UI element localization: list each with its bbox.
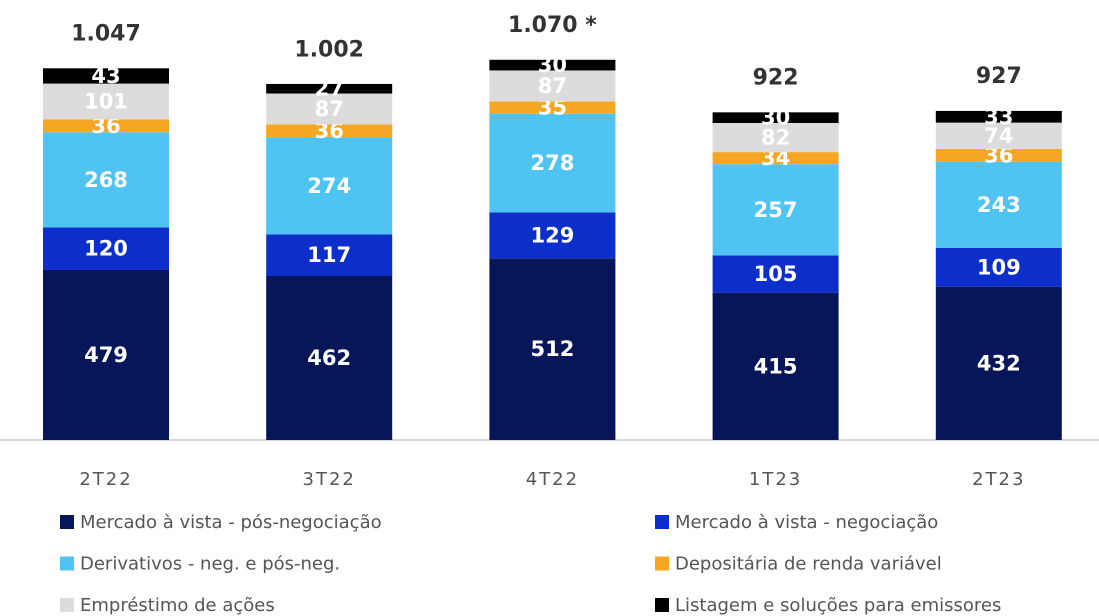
bar-segment: [489, 101, 616, 114]
x-tick-label: 1T23: [749, 469, 802, 490]
bar-segment: [489, 113, 616, 213]
legend-swatch: [60, 556, 74, 571]
bar-segment: [43, 83, 169, 120]
legend-swatch: [655, 556, 669, 571]
bar-segment: [712, 292, 839, 440]
segment-label: 109: [977, 255, 1021, 279]
bar-segment: [712, 112, 839, 123]
bar-segment: [935, 161, 1062, 248]
segment-label: 120: [84, 237, 128, 261]
legend-label: Derivativos - neg. e pós-neg.: [80, 554, 340, 575]
bar-segment: [935, 286, 1062, 440]
legend-swatch: [60, 598, 74, 612]
legend-swatch: [60, 515, 74, 529]
segment-label: 33: [984, 105, 1013, 129]
segment-label: 117: [307, 243, 351, 267]
bar-segment: [266, 124, 393, 138]
bar-segment: [266, 93, 393, 125]
bar-segment: [489, 212, 616, 259]
segment-label: 274: [307, 174, 351, 198]
segment-label: 43: [91, 64, 120, 88]
legend-swatch: [655, 515, 669, 529]
total-label: 922: [753, 66, 799, 91]
segment-label: 462: [307, 346, 351, 370]
segment-label: 268: [84, 168, 128, 192]
segment-label: 432: [977, 351, 1021, 375]
segment-label: 479: [84, 343, 128, 367]
bar-segment: [712, 164, 839, 256]
segment-label: 278: [530, 151, 574, 175]
legend-label: Mercado à vista - negociação: [675, 512, 938, 533]
bar-segment: [712, 122, 839, 153]
x-tick-label: 2T23: [972, 469, 1025, 490]
segment-label: 74: [984, 124, 1013, 148]
bar-segment: [43, 119, 169, 133]
bar-segment: [489, 59, 616, 71]
bar-segment: [935, 122, 1062, 149]
legend-label: Mercado à vista - pós-negociação: [80, 512, 382, 533]
legend-label: Depositária de renda variável: [675, 554, 942, 575]
segment-label: 243: [977, 193, 1021, 217]
bar-segment: [43, 68, 169, 84]
segment-label: 257: [754, 198, 798, 222]
bar-segment: [935, 110, 1062, 123]
segment-label: 415: [754, 354, 798, 378]
x-tick-label: 2T22: [79, 469, 132, 490]
segment-label: 27: [315, 77, 344, 101]
segment-label: 30: [538, 53, 567, 77]
bar-segment: [935, 148, 1062, 162]
x-tick-label: 3T22: [303, 469, 356, 490]
total-label: 1.002: [294, 37, 364, 62]
legend-label: Empréstimo de ações: [80, 595, 275, 616]
legend-label: Listagem e soluções para emissores: [675, 595, 1001, 616]
bar-segment: [935, 247, 1062, 287]
bar-segment: [43, 227, 169, 270]
total-label: 1.047: [71, 21, 141, 46]
bar-segment: [489, 258, 616, 440]
bar-segment: [266, 234, 393, 276]
segment-label: 105: [754, 262, 798, 286]
bar-segment: [43, 269, 169, 440]
bar-segment: [712, 152, 839, 165]
bar-segment: [712, 255, 839, 293]
total-label: 1.070 *: [508, 13, 597, 38]
segment-label: 82: [761, 126, 790, 150]
bar-segment: [489, 70, 616, 102]
bar-segment: [43, 132, 169, 228]
bar-segment: [266, 275, 393, 440]
segment-label: 101: [84, 90, 128, 114]
bar-segment: [266, 83, 393, 94]
bar-segment: [266, 137, 393, 235]
segment-label: 87: [315, 97, 344, 121]
segment-label: 30: [761, 106, 790, 130]
legend-swatch: [655, 598, 669, 612]
segment-label: 129: [530, 223, 574, 247]
x-tick-label: 4T22: [526, 469, 579, 490]
total-label: 927: [976, 64, 1022, 89]
segment-label: 512: [530, 337, 574, 361]
segment-label: 87: [538, 74, 567, 98]
